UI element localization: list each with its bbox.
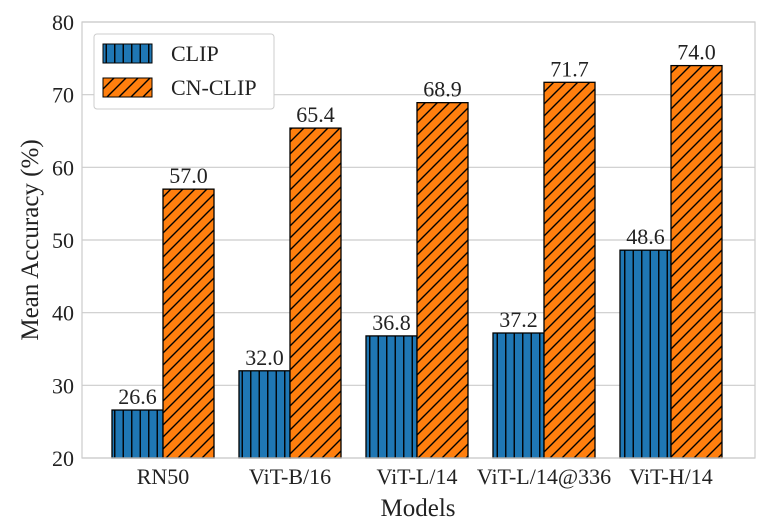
bar-hatch [543,81,596,459]
x-tick-label: ViT-B/16 [249,464,331,489]
bar-hatch [619,249,672,459]
bar-hatch [111,409,164,459]
y-tick-label: 60 [52,155,74,180]
y-axis-label: Mean Accuracy (%) [17,139,44,340]
y-tick-label: 50 [52,228,74,253]
data-label: 65.4 [296,102,335,127]
x-tick-label: ViT-H/14 [629,464,712,489]
data-label: 32.0 [245,345,284,370]
x-tick-label: RN50 [137,464,190,489]
x-axis-label: Models [381,495,456,522]
data-label: 26.6 [118,384,157,409]
data-label: 71.7 [550,56,589,81]
bar-hatch [238,370,291,459]
y-tick-label: 20 [52,446,74,471]
legend-label-cnclip: CN-CLIP [171,75,257,100]
bar-hatch [289,127,342,459]
data-label: 68.9 [423,77,462,102]
data-label: 48.6 [626,224,665,249]
x-tick-label: ViT-L/14@336 [477,464,611,489]
legend-swatch-clip-hatch [102,43,153,64]
legend-label-clip: CLIP [171,41,219,66]
data-label: 74.0 [677,40,716,65]
x-tick-label: ViT-L/14 [377,464,458,489]
bar-hatch [365,335,418,459]
bar-hatch [162,188,215,459]
plot-frame [81,21,756,459]
data-label: 57.0 [169,163,208,188]
data-label: 37.2 [499,307,538,332]
bar-hatch [670,64,723,459]
y-tick-label: 70 [52,83,74,108]
data-label: 36.8 [372,310,411,335]
y-tick-label: 80 [52,10,74,35]
legend-swatch-cnclip-hatch [102,77,153,98]
bar-hatch [492,332,545,459]
legend: CLIP CN-CLIP [93,33,275,110]
y-tick-label: 40 [52,301,74,326]
y-tick-label: 30 [52,373,74,398]
bar-hatch [416,102,469,459]
